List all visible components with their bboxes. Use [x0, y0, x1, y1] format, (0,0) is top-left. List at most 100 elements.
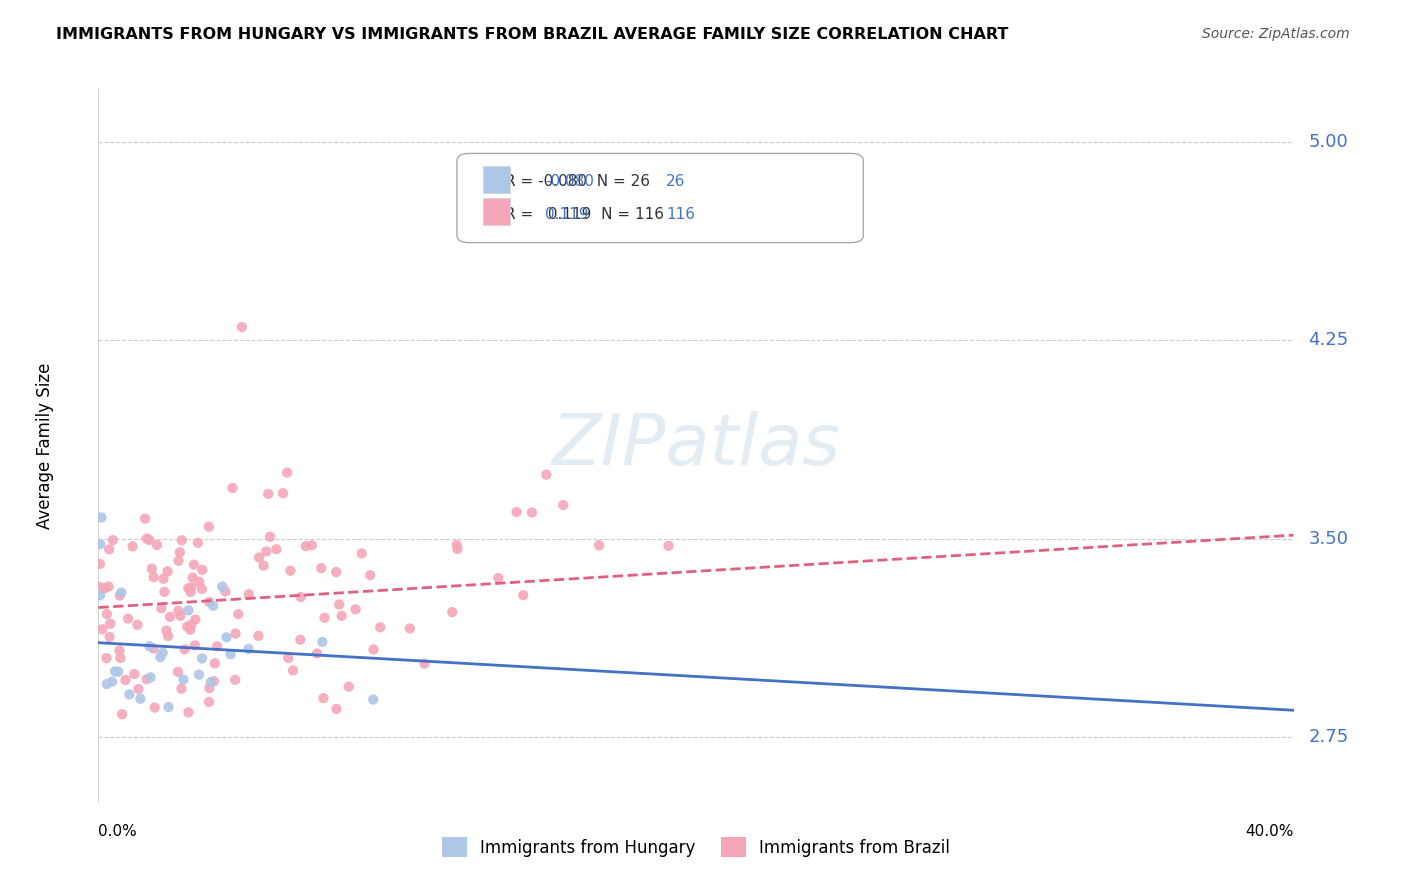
- Point: [181, 570, 204, 584]
- Point: [93, 582, 115, 596]
- Point: [169, 608, 191, 623]
- Point: [280, 564, 302, 578]
- Point: [142, 570, 165, 584]
- Point: [226, 607, 249, 622]
- Point: [257, 487, 280, 501]
- Point: [138, 639, 160, 653]
- Point: [198, 595, 221, 609]
- Point: [159, 609, 181, 624]
- Point: [191, 582, 214, 596]
- Point: [177, 603, 200, 617]
- Point: [536, 467, 558, 482]
- Text: R =   0.119  N = 116: R = 0.119 N = 116: [505, 207, 664, 221]
- Point: [413, 657, 436, 671]
- Point: [89, 557, 111, 571]
- Point: [111, 707, 134, 722]
- Point: [121, 540, 143, 554]
- Point: [156, 629, 179, 643]
- Text: IMMIGRANTS FROM HUNGARY VS IMMIGRANTS FROM BRAZIL AVERAGE FAMILY SIZE CORRELATIO: IMMIGRANTS FROM HUNGARY VS IMMIGRANTS FR…: [56, 27, 1008, 42]
- Point: [117, 611, 139, 625]
- Point: [170, 533, 193, 548]
- Text: Average Family Size: Average Family Size: [35, 363, 53, 529]
- Point: [198, 519, 221, 533]
- Point: [238, 587, 260, 601]
- Point: [311, 635, 333, 649]
- Point: [169, 545, 191, 559]
- Point: [224, 673, 246, 687]
- Point: [198, 695, 221, 709]
- Point: [183, 558, 205, 572]
- Point: [96, 677, 118, 691]
- Point: [167, 554, 190, 568]
- Point: [277, 650, 299, 665]
- Point: [149, 650, 172, 665]
- Point: [202, 599, 225, 613]
- Point: [146, 538, 169, 552]
- Point: [363, 642, 385, 657]
- Point: [96, 607, 118, 621]
- Point: [101, 674, 124, 689]
- Point: [330, 608, 353, 623]
- Point: [512, 588, 534, 602]
- Point: [202, 674, 225, 689]
- Point: [89, 537, 111, 551]
- Point: [276, 466, 298, 480]
- Point: [219, 647, 242, 661]
- Point: [198, 681, 221, 695]
- Point: [101, 533, 124, 548]
- Point: [139, 670, 162, 684]
- Point: [187, 667, 209, 681]
- FancyBboxPatch shape: [484, 198, 509, 225]
- Point: [231, 320, 253, 334]
- Point: [177, 581, 200, 595]
- Point: [152, 572, 174, 586]
- Point: [143, 700, 166, 714]
- Point: [173, 642, 195, 657]
- Point: [520, 506, 543, 520]
- Point: [271, 486, 294, 500]
- Point: [89, 588, 111, 602]
- Point: [179, 623, 201, 637]
- Point: [325, 565, 347, 579]
- Point: [172, 673, 194, 687]
- Point: [180, 581, 202, 595]
- Point: [252, 558, 274, 573]
- Point: [204, 657, 226, 671]
- Text: Source: ZipAtlas.com: Source: ZipAtlas.com: [1202, 27, 1350, 41]
- Point: [97, 580, 120, 594]
- Text: 3.50: 3.50: [1309, 530, 1348, 548]
- Point: [167, 665, 190, 679]
- Point: [325, 702, 347, 716]
- Point: [657, 539, 679, 553]
- Text: 40.0%: 40.0%: [1246, 824, 1294, 839]
- Point: [152, 646, 174, 660]
- Point: [290, 590, 312, 604]
- Point: [505, 505, 527, 519]
- Text: R = -0.080  N = 26: R = -0.080 N = 26: [505, 175, 650, 189]
- Point: [134, 511, 156, 525]
- Point: [328, 598, 350, 612]
- Point: [114, 673, 136, 687]
- Point: [553, 498, 575, 512]
- Point: [110, 651, 132, 665]
- Text: 4.25: 4.25: [1309, 331, 1348, 350]
- Point: [157, 700, 180, 714]
- Point: [215, 630, 238, 644]
- Point: [135, 532, 157, 546]
- Point: [225, 626, 247, 640]
- Legend: Immigrants from Hungary, Immigrants from Brazil: Immigrants from Hungary, Immigrants from…: [433, 829, 959, 866]
- Point: [180, 585, 202, 599]
- Point: [211, 580, 233, 594]
- Point: [135, 672, 157, 686]
- FancyBboxPatch shape: [457, 153, 863, 243]
- Text: 0.119: 0.119: [546, 207, 589, 221]
- Point: [170, 681, 193, 696]
- Point: [446, 538, 468, 552]
- Point: [177, 706, 200, 720]
- Text: 2.75: 2.75: [1309, 728, 1348, 746]
- Point: [314, 611, 336, 625]
- Point: [98, 630, 121, 644]
- Point: [180, 617, 202, 632]
- Text: -0.080: -0.080: [546, 175, 595, 189]
- Point: [191, 563, 214, 577]
